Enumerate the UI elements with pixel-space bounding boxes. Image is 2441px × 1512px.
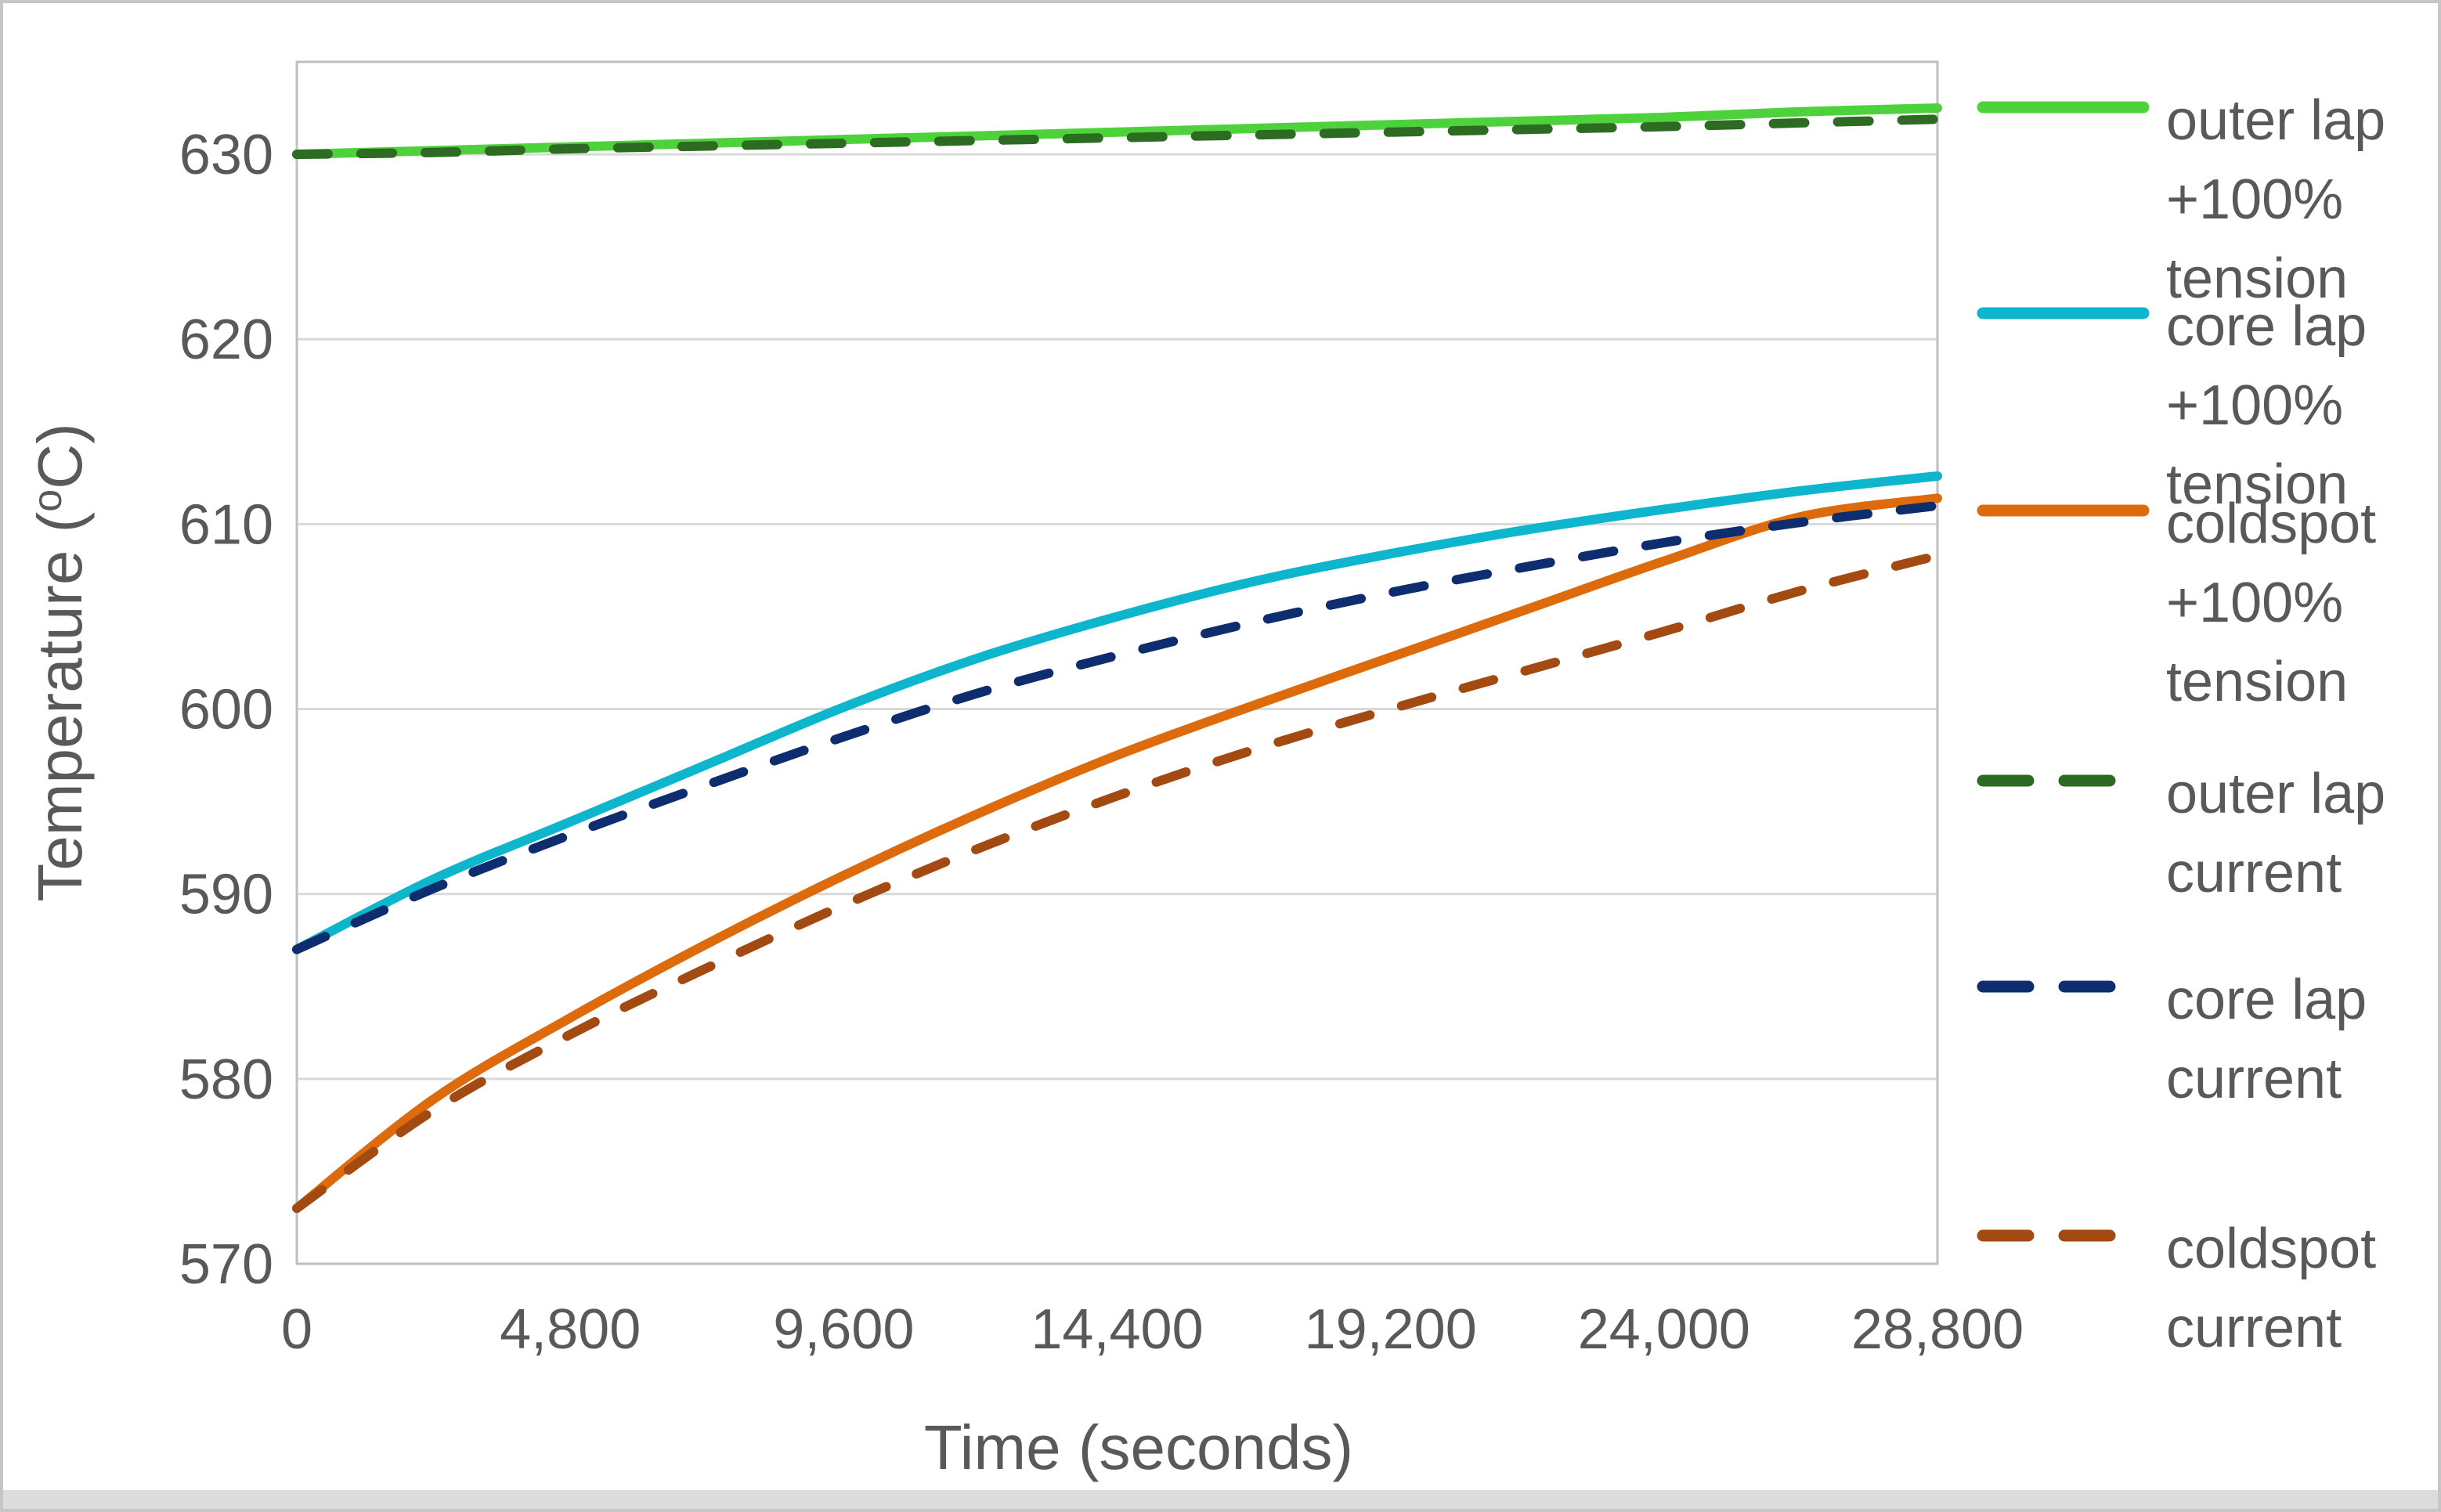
x-axis-tick-labels: 0 4,800 9,600 14,400 19,200 24,000 28,800: [281, 1298, 2024, 1361]
gridlines: [297, 153, 1937, 1265]
y-axis-title: Temperature (oC): [25, 423, 95, 901]
y-axis-title-prefix: Temperature (: [25, 511, 95, 901]
y-tick-590: 590: [179, 864, 273, 926]
x-tick-14400: 14,400: [1031, 1298, 1203, 1361]
y-tick-580: 580: [179, 1048, 273, 1111]
series-line-core-lap-current: [292, 500, 1942, 954]
legend-label-outer-lap-current-line2: current: [2166, 842, 2342, 904]
legend-label-core-lap-100-tension-line2: +100%: [2166, 374, 2343, 437]
legend-label-core-lap-current-line1: core lap: [2166, 969, 2367, 1031]
series-line-outer-lap-current: [292, 114, 1942, 160]
legend-entry-core-lap-100-tension: core lap +100% tension: [1977, 295, 2367, 516]
legend-label-coldspot-current-line2: current: [2166, 1297, 2342, 1359]
legend-label-coldspot-100-tension-line2: +100%: [2166, 572, 2343, 634]
x-tick-9600: 9,600: [773, 1298, 914, 1361]
legend-label-core-lap-current-line2: current: [2166, 1048, 2342, 1110]
plot-area-border: [295, 60, 1939, 1265]
legend-entry-outer-lap-100-tension: outer lap +100% tension: [1977, 89, 2385, 310]
series-lines: [292, 103, 1942, 1214]
temperature-vs-time-chart: 570 580 590 600 610 620 630 0 4,800 9,600 14,400 1…: [25, 60, 2385, 1482]
bottom-border-band: [3, 1490, 2438, 1509]
legend-label-coldspot-current-line1: coldspot: [2166, 1218, 2376, 1280]
y-axis-tick-labels: 570 580 590 600 610 620 630: [179, 124, 273, 1296]
y-axis-title-degree: o: [25, 489, 70, 512]
y-tick-630: 630: [179, 124, 273, 186]
series-line-core-lap-100-tension: [292, 471, 1942, 954]
legend-entry-outer-lap-current: outer lap current: [1977, 763, 2385, 904]
x-tick-4800: 4,800: [500, 1298, 641, 1361]
series-line-coldspot-100-tension: [292, 493, 1942, 1214]
y-tick-610: 610: [179, 493, 273, 556]
legend-label-coldspot-100-tension-line1: coldspot: [2166, 493, 2376, 555]
legend-label-outer-lap-100-tension-line2: +100%: [2166, 168, 2343, 231]
legend-label-outer-lap-current-line1: outer lap: [2166, 763, 2385, 825]
y-tick-620: 620: [179, 309, 273, 371]
x-tick-19200: 19,200: [1305, 1298, 1477, 1361]
x-tick-0: 0: [281, 1298, 312, 1361]
x-axis-title: Time (seconds): [924, 1413, 1353, 1482]
legend-entry-coldspot-current: coldspot current: [1977, 1218, 2376, 1359]
series-line-coldspot-current: [292, 550, 1942, 1214]
legend-entry-coldspot-100-tension: coldspot +100% tension: [1977, 493, 2376, 713]
y-axis-title-suffix: C): [25, 423, 95, 489]
x-tick-28800: 28,800: [1851, 1298, 2024, 1361]
legend-label-coldspot-100-tension-line3: tension: [2166, 651, 2348, 713]
legend-label-core-lap-100-tension-line3: tension: [2166, 453, 2348, 516]
series-line-outer-lap-100-tension: [292, 103, 1942, 160]
x-tick-24000: 24,000: [1578, 1298, 1750, 1361]
y-tick-570: 570: [179, 1233, 273, 1296]
legend-label-outer-lap-100-tension-line3: tension: [2166, 247, 2348, 310]
legend-entry-core-lap-current: core lap current: [1977, 969, 2367, 1110]
y-tick-600: 600: [179, 679, 273, 742]
legend-label-core-lap-100-tension-line1: core lap: [2166, 295, 2367, 358]
legend-label-outer-lap-100-tension-line1: outer lap: [2166, 89, 2385, 152]
